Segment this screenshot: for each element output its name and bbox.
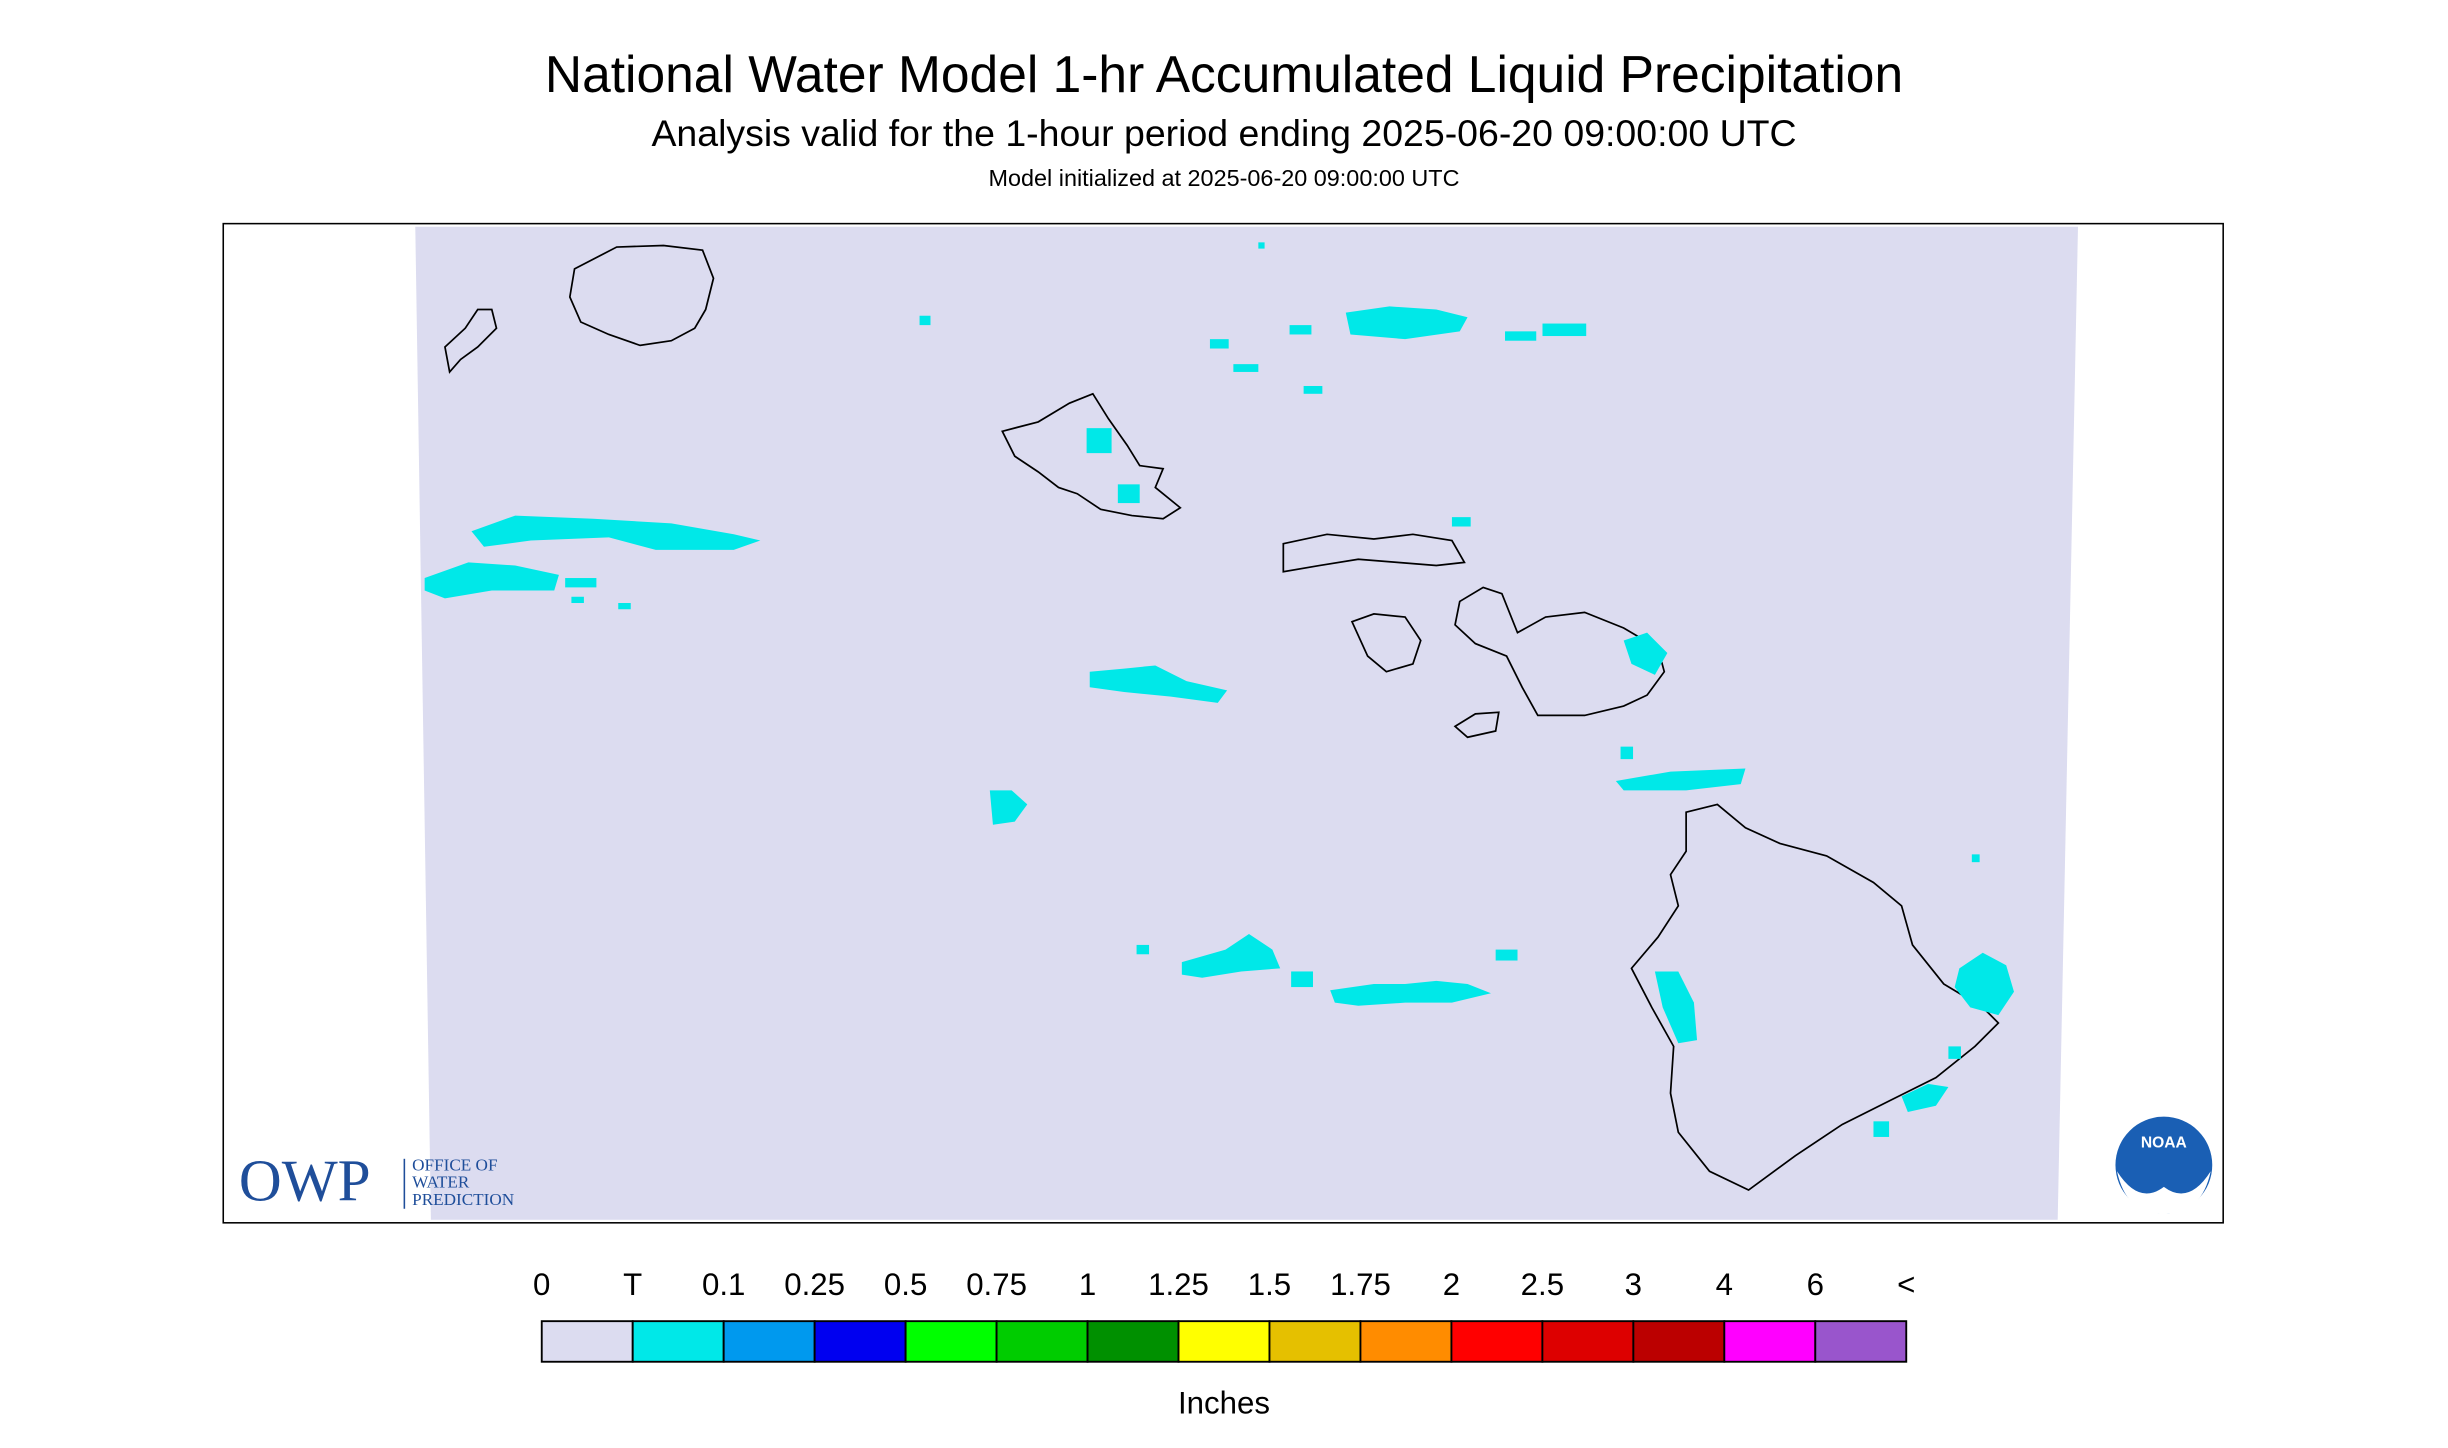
- owp-logo: OWP: [239, 1148, 371, 1214]
- legend-label: 1.25: [1148, 1267, 1209, 1302]
- legend-swatch: [904, 1320, 998, 1363]
- legend-swatch: [1814, 1320, 1908, 1363]
- legend-label: 0: [533, 1267, 550, 1302]
- title: National Water Model 1-hr Accumulated Li…: [545, 45, 1903, 103]
- legend-swatch: [1177, 1320, 1271, 1363]
- legend-swatch: [1268, 1320, 1362, 1363]
- precipitation: [424, 242, 2014, 1137]
- legend-label: T: [623, 1267, 642, 1302]
- legend-swatch: [1450, 1320, 1544, 1363]
- owp-name: PREDICTION: [412, 1190, 514, 1209]
- map: OWP OFFICE OF WATER PREDICTION NOAA: [222, 222, 2224, 1224]
- legend-label: 2.5: [1521, 1267, 1564, 1302]
- legend-label: 2: [1443, 1267, 1460, 1302]
- legend-label: 4: [1716, 1267, 1733, 1302]
- legend-swatch: [1541, 1320, 1635, 1363]
- legend-label: 3: [1625, 1267, 1642, 1302]
- legend-unit: Inches: [1178, 1386, 1270, 1421]
- legend-label: 6: [1807, 1267, 1824, 1302]
- legend-swatch: [540, 1320, 634, 1363]
- legend-label: 1.75: [1330, 1267, 1391, 1302]
- legend-label: 0.75: [966, 1267, 1027, 1302]
- legend-swatch: [1632, 1320, 1726, 1363]
- legend-swatch: [1723, 1320, 1817, 1363]
- legend-label: 0.25: [784, 1267, 845, 1302]
- legend-swatch: [722, 1320, 816, 1363]
- legend-label: 1: [1079, 1267, 1096, 1302]
- legend-label: <: [1897, 1267, 1915, 1302]
- legend-swatch: [631, 1320, 725, 1363]
- legend-swatch: [995, 1320, 1089, 1363]
- legend: 0 T 0.1 0.25 0.5 0.75 1 1.25 1.5 1.75 2 2.5 3 4 6 <: [533, 1267, 1915, 1363]
- noaa-logo: NOAA: [2141, 1134, 2187, 1151]
- legend-label: 0.5: [884, 1267, 927, 1302]
- legend-label: 0.1: [702, 1267, 745, 1302]
- subtitle: Analysis valid for the 1-hour period end…: [651, 112, 1796, 154]
- owp-name: WATER: [412, 1173, 470, 1192]
- legend-label: 1.5: [1248, 1267, 1291, 1302]
- legend-swatch: [1359, 1320, 1453, 1363]
- legend-swatch: [1086, 1320, 1180, 1363]
- init-time: Model initialized at 2025-06-20 09:00:00…: [988, 165, 1459, 191]
- owp-name: OFFICE OF: [412, 1156, 497, 1175]
- legend-swatch: [813, 1320, 907, 1363]
